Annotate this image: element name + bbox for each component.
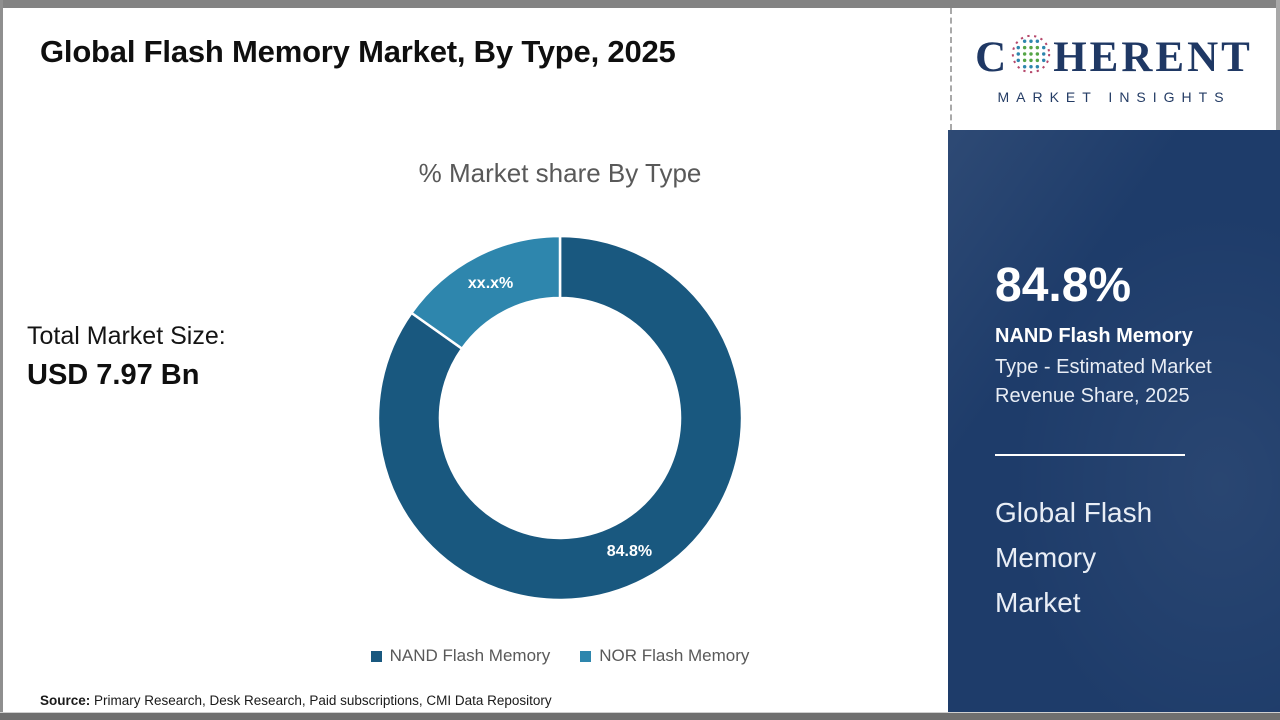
brand-logo: C HERENT: [950, 8, 1276, 130]
logo-subtitle: MARKET INSIGHTS: [997, 88, 1231, 105]
source-note: Source: Primary Research, Desk Research,…: [40, 693, 552, 708]
panel-stat-label-rest: Type - Estimated Market Revenue Share, 2…: [995, 356, 1212, 407]
legend-label: NOR Flash Memory: [599, 646, 750, 665]
slice-label-1: 84.8%: [606, 543, 653, 561]
side-panel: 84.8% NAND Flash Memory Type - Estimated…: [948, 130, 1280, 720]
left-border: [0, 0, 3, 720]
source-label: Source:: [40, 693, 91, 708]
panel-stat-value: 84.8%: [995, 259, 1132, 312]
panel-stat-label-bold: NAND Flash Memory: [995, 325, 1193, 347]
legend-swatch-icon: [370, 650, 382, 662]
chart-title: % Market share By Type: [418, 158, 702, 188]
legend-swatch-icon: [580, 650, 592, 662]
globe-icon: [1011, 34, 1051, 82]
legend-item-1: NAND Flash Memory: [370, 646, 551, 666]
total-market-size-value: USD 7.97 Bn: [27, 359, 200, 391]
bottom-border: [0, 712, 1280, 720]
logo-word-rest: HERENT: [1053, 34, 1253, 81]
page-title: Global Flash Memory Market, By Type, 202…: [40, 34, 676, 69]
source-text: Primary Research, Desk Research, Paid su…: [90, 693, 552, 708]
donut-svg: [376, 234, 744, 602]
panel-title: Global Flash Memory Market: [995, 497, 1153, 618]
panel-divider: [995, 454, 1185, 456]
legend-label: NAND Flash Memory: [389, 646, 551, 665]
logo-letter-c: C: [975, 34, 1010, 81]
chart-legend: NAND Flash Memory NOR Flash Memory: [260, 646, 860, 666]
donut-slice-1: [376, 234, 744, 602]
donut-chart: 84.8% xx.x%: [310, 168, 810, 668]
donut-slice-2: [409, 234, 562, 351]
logo-wordmark: C HERENT: [975, 34, 1253, 82]
total-market-size-label: Total Market Size:: [27, 322, 226, 350]
legend-item-2: NOR Flash Memory: [580, 646, 749, 666]
top-border: [0, 0, 1280, 8]
slice-label-2: xx.x%: [467, 274, 514, 292]
